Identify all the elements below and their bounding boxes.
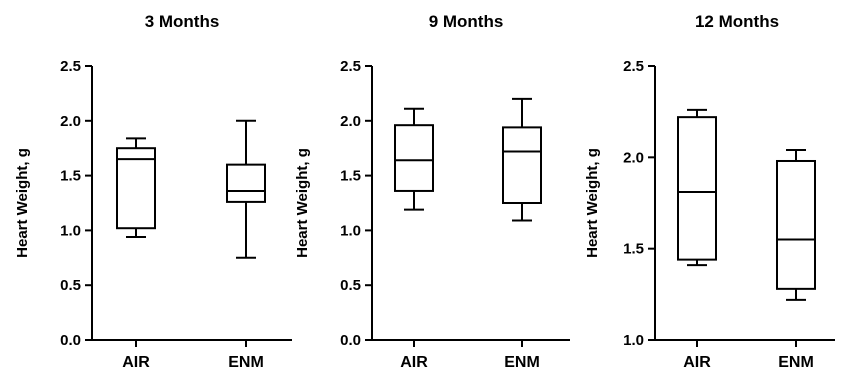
y-tick-label: 0.5 <box>340 277 361 294</box>
box-air <box>678 110 716 265</box>
x-tick-label: AIR <box>122 354 150 371</box>
y-tick-label: 0.0 <box>340 332 361 349</box>
y-tick-label: 2.5 <box>340 58 361 75</box>
x-tick-label: ENM <box>228 354 264 371</box>
iqr-box <box>777 161 815 289</box>
y-tick-label: 1.5 <box>60 168 81 185</box>
y-tick-label: 1.5 <box>340 168 361 185</box>
y-tick-label: 2.0 <box>60 113 81 130</box>
y-tick-label: 1.0 <box>340 222 361 239</box>
y-axis-label: Heart Weight, g <box>584 148 601 258</box>
box-air <box>117 138 155 237</box>
panel-title: 12 Months <box>695 12 779 31</box>
y-tick-label: 2.0 <box>340 113 361 130</box>
y-tick-label: 0.5 <box>60 277 81 294</box>
panel-1: 3 Months Heart Weight, g 0.0 0.5 1.0 1.5 2.0 2.… <box>14 12 292 371</box>
y-axis-label: Heart Weight, g <box>14 148 31 258</box>
y-tick-label: 2.5 <box>623 58 644 75</box>
iqr-box <box>117 148 155 228</box>
panel-title: 3 Months <box>145 12 220 31</box>
y-tick-label: 2.5 <box>60 58 81 75</box>
panel-3: 12 Months Heart Weight, g 1.0 1.5 2.0 2.5 AIR E… <box>584 12 835 371</box>
panel-2: 9 Months Heart Weight, g 0.0 0.5 1.0 1.5 2.0 2.… <box>294 12 570 371</box>
box-air <box>395 109 433 210</box>
iqr-box <box>503 127 541 203</box>
iqr-box <box>395 125 433 191</box>
x-tick-label: AIR <box>400 354 428 371</box>
y-tick-label: 1.5 <box>623 241 644 258</box>
box-enm <box>227 121 265 258</box>
panel-title: 9 Months <box>429 12 504 31</box>
x-tick-label: AIR <box>683 354 711 371</box>
y-tick-label: 1.0 <box>60 222 81 239</box>
iqr-box <box>227 165 265 202</box>
y-tick-label: 0.0 <box>60 332 81 349</box>
x-tick-label: ENM <box>504 354 540 371</box>
y-tick-label: 2.0 <box>623 149 644 166</box>
box-enm <box>777 150 815 300</box>
y-tick-label: 1.0 <box>623 332 644 349</box>
box-enm <box>503 99 541 221</box>
y-axis-label: Heart Weight, g <box>294 148 311 258</box>
iqr-box <box>678 117 716 259</box>
x-tick-label: ENM <box>778 354 814 371</box>
